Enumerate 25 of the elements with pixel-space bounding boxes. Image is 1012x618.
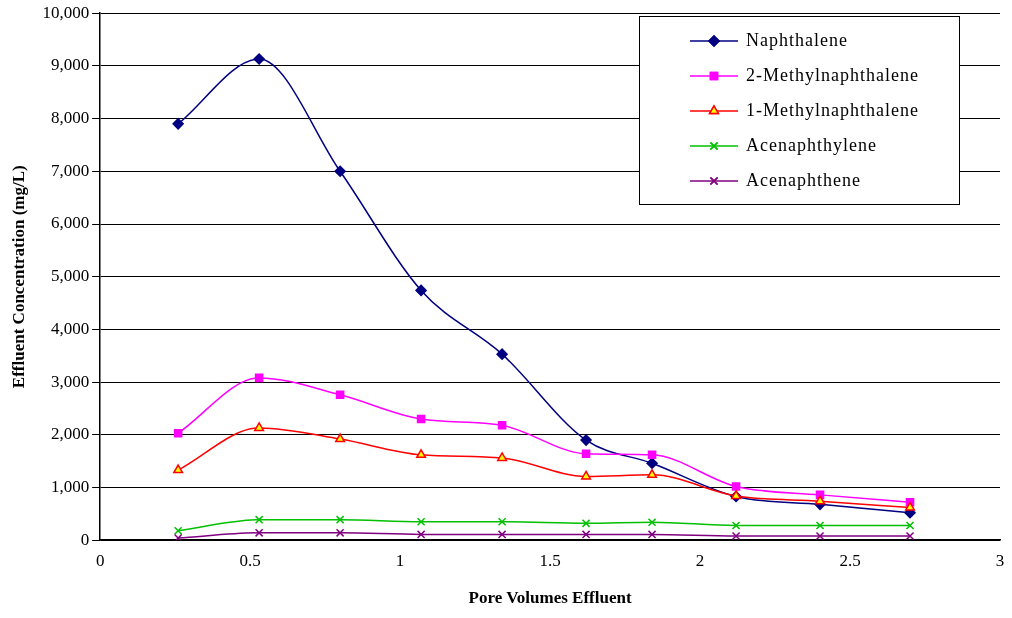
legend-label: 1-Methylnaphthalene	[746, 100, 919, 122]
y-tick-label: 5,000	[50, 266, 90, 286]
y-tick-label: 3,000	[50, 371, 90, 391]
y-tick-label: 6,000	[50, 213, 90, 233]
x-tick-label: 2	[695, 550, 705, 570]
y-tick-label: 9,000	[50, 55, 90, 75]
legend-label: Acenaphthylene	[746, 135, 877, 157]
y-tick-label: 0	[80, 529, 90, 549]
x-tick-label: 1	[395, 550, 405, 570]
x-tick-label: 3	[995, 550, 1005, 570]
x-tick-label: 0	[95, 550, 105, 570]
legend-label: Acenaphthene	[746, 170, 861, 192]
x-tick-label: 1.5	[539, 550, 561, 570]
x-tick-label: 0.5	[239, 550, 261, 570]
legend-label: Naphthalene	[746, 30, 849, 52]
x-axis-title: Pore Volumes Effluent	[468, 588, 632, 608]
y-tick-label: 10,000	[42, 2, 90, 22]
y-tick-label: 8,000	[50, 108, 90, 128]
legend-label: 2-Methylnaphthalene	[746, 65, 919, 87]
y-axis-title: Effluent Concentration (mg/L)	[8, 165, 28, 389]
x-tick-label: 2.5	[839, 550, 861, 570]
y-tick-label: 7,000	[50, 160, 90, 180]
y-tick-label: 1,000	[50, 476, 90, 496]
y-tick-label: 2,000	[50, 424, 90, 444]
y-tick-label: 4,000	[50, 318, 90, 338]
